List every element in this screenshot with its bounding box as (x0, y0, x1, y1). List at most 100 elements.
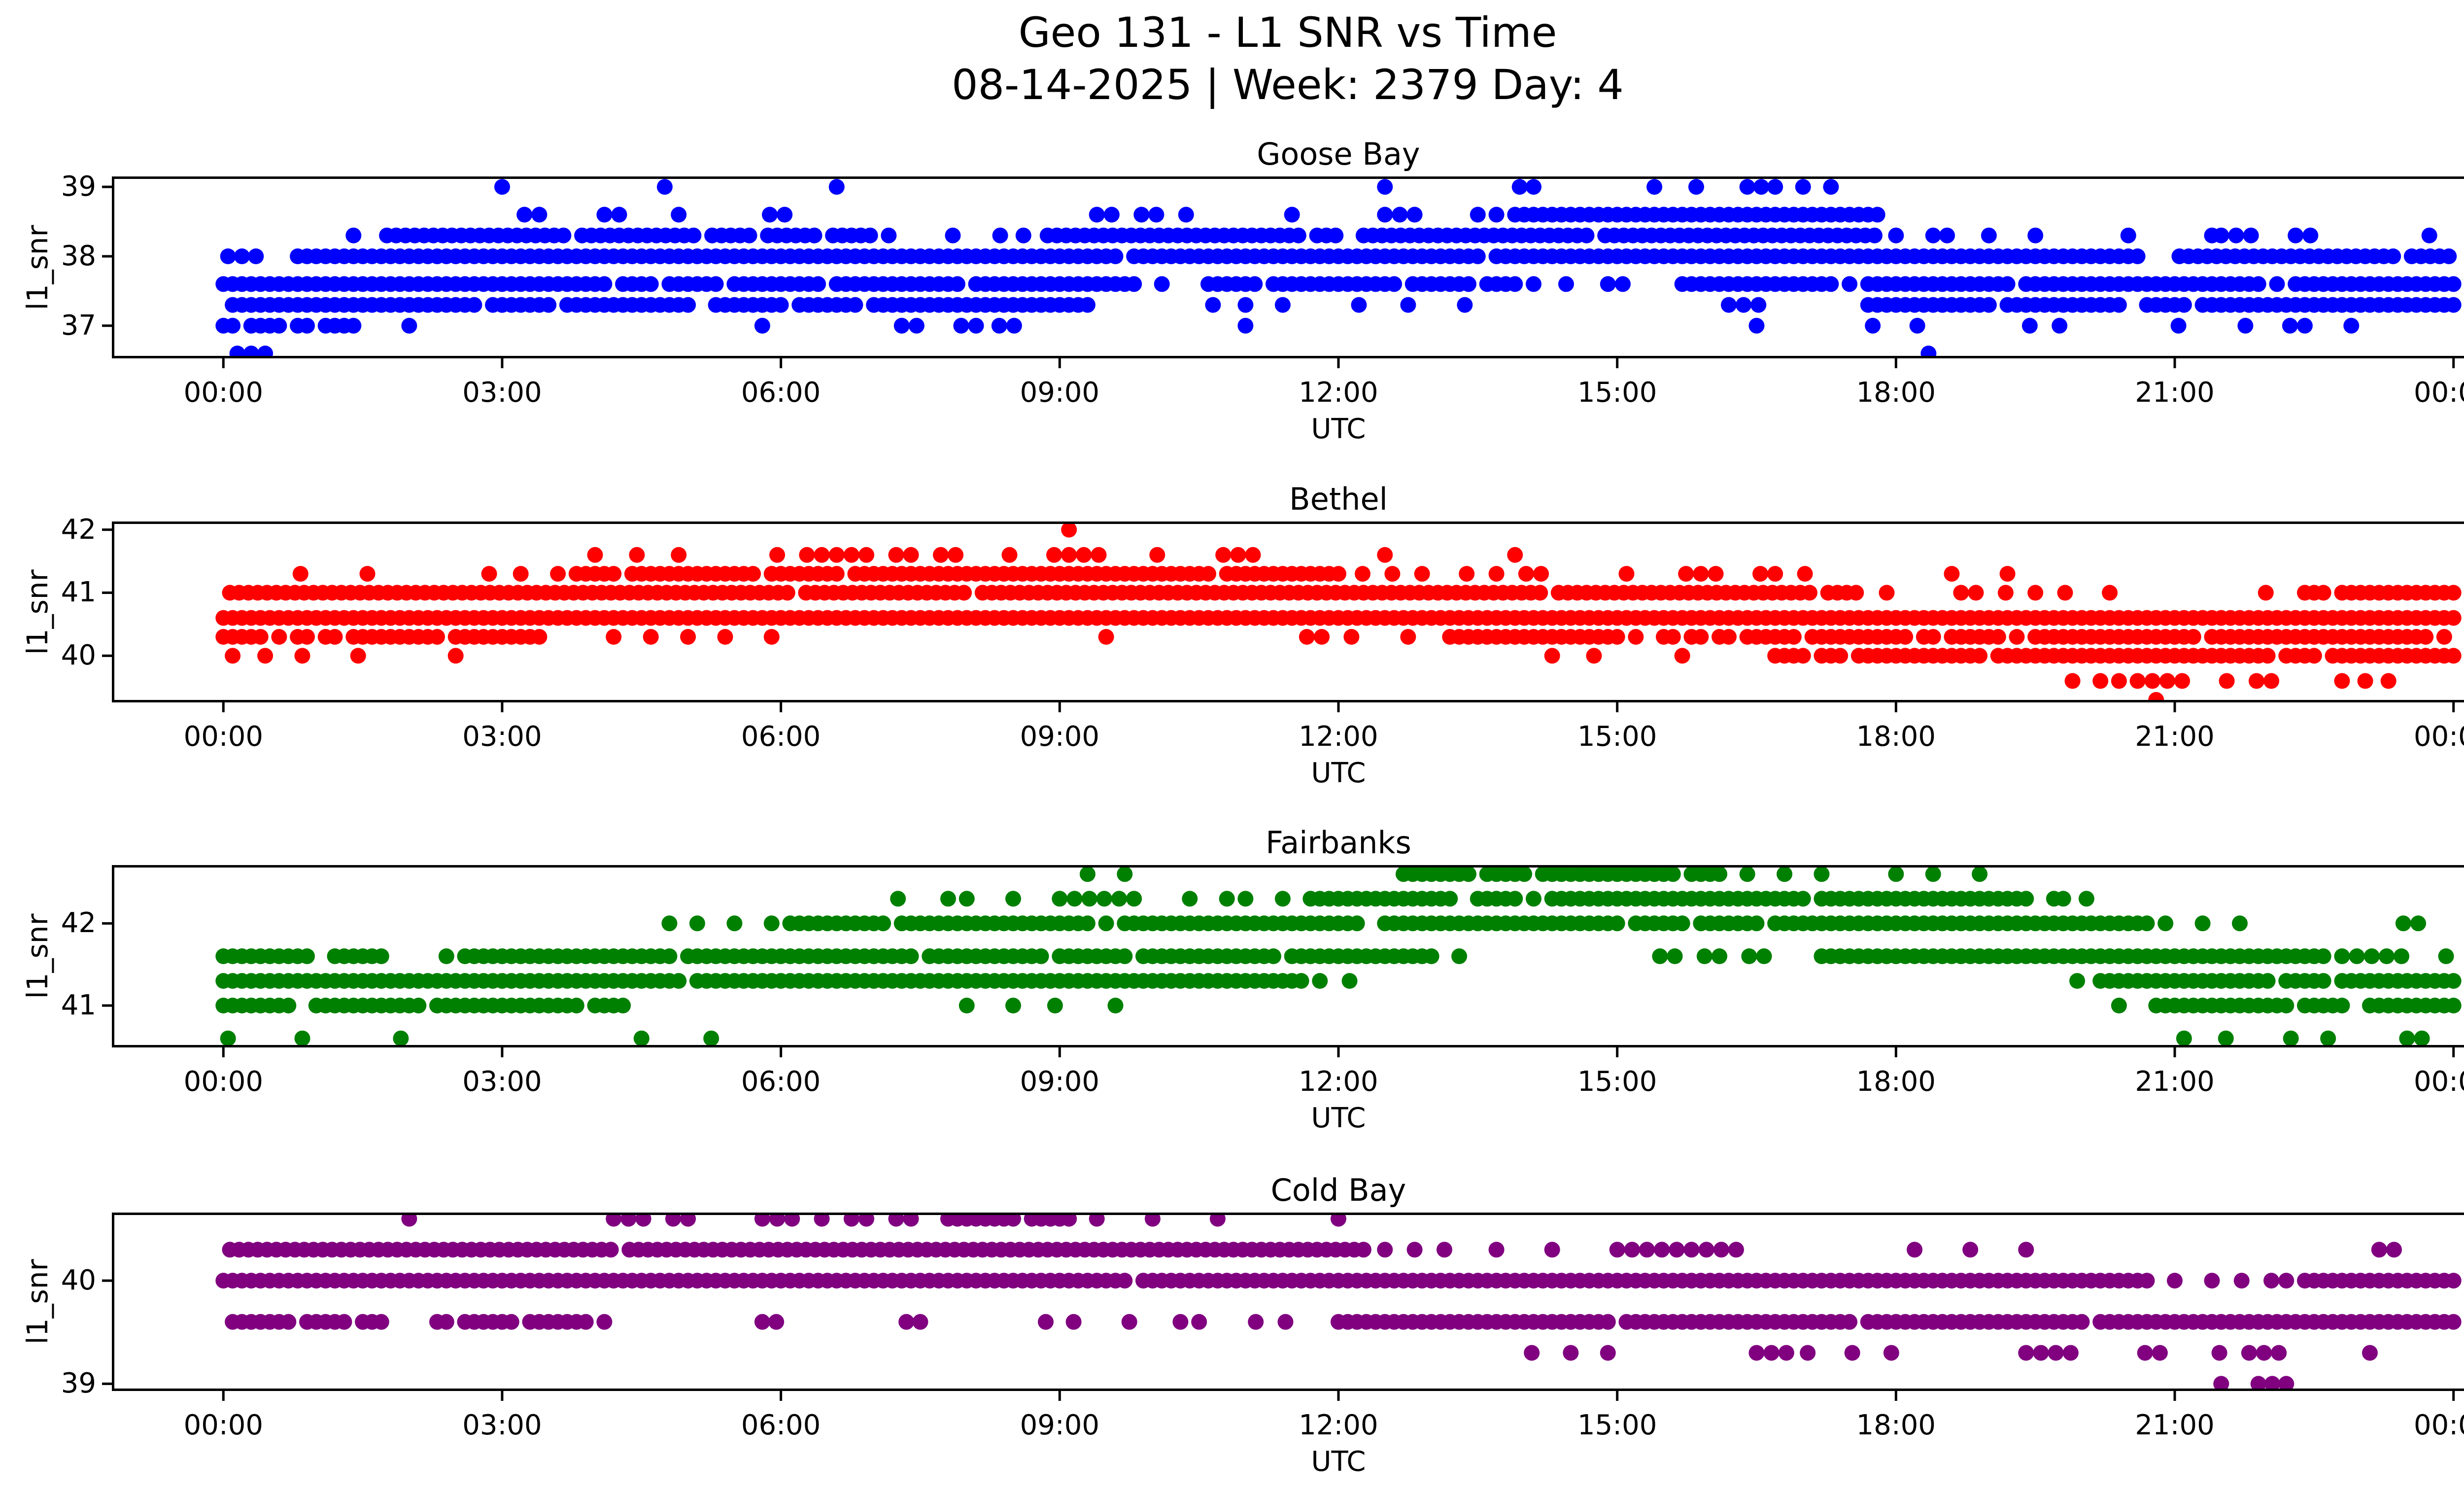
x-tick-label: 06:00 (741, 377, 821, 409)
x-tick-marks (222, 1047, 2455, 1057)
x-tick-label: 03:00 (462, 721, 542, 753)
x-tick-label: 18:00 (1856, 1409, 1936, 1441)
snr-band-41 (222, 585, 2462, 601)
x-tick-label: 06:00 (741, 721, 821, 753)
y-tick-marks (102, 528, 112, 657)
x-tick-label: 09:00 (1020, 1066, 1099, 1098)
snr-band-41 (215, 998, 2462, 1013)
snr-band-42 (661, 915, 2427, 932)
snr-band-40.6 (401, 1213, 1346, 1227)
x-axis-label: UTC (1311, 1446, 1366, 1478)
x-tick-label: 15:00 (1577, 377, 1657, 409)
y-tick-marks (102, 185, 112, 327)
y-tick-label: 37 (61, 309, 96, 342)
snr-band-40 (225, 648, 2462, 664)
axes-spines (112, 865, 2464, 1047)
x-tick-label: 03:00 (462, 1066, 542, 1098)
x-tick-label: 12:00 (1299, 377, 1378, 409)
y-tick-label: 42 (61, 907, 96, 939)
snr-band-42.3 (890, 891, 2094, 907)
y-tick-marks (102, 1279, 112, 1385)
snr-band-39.6 (225, 1314, 2462, 1330)
figure-subtitle: 08-14-2025 | Week: 2379 Day: 4 (952, 61, 1624, 109)
y-tick-label: 41 (61, 576, 96, 609)
plot-area-cold-bay (102, 1213, 2464, 1401)
x-tick-label: 15:00 (1577, 721, 1657, 753)
x-tick-label: 18:00 (1856, 377, 1936, 409)
snr-band-37 (215, 317, 2360, 334)
plot-area-goose-bay (102, 176, 2464, 368)
subplot-title-bethel: Bethel (1289, 481, 1388, 517)
x-tick-label: 00:00 (2414, 721, 2464, 753)
snr-band-38.6 (516, 207, 1885, 223)
x-axis-label: UTC (1311, 757, 1366, 789)
snr-band-40.6 (220, 1030, 2430, 1046)
plot-area-fairbanks (102, 865, 2464, 1057)
x-axis-label: UTC (1311, 413, 1366, 445)
x-tick-label: 09:00 (1020, 721, 1099, 753)
x-tick-marks (222, 1391, 2455, 1401)
x-tick-marks (222, 702, 2455, 712)
snr-band-38.3 (345, 227, 2437, 243)
subplot-title-cold-bay: Cold Bay (1270, 1172, 1406, 1208)
subplot-title-fairbanks: Fairbanks (1266, 825, 1411, 861)
scatter-points (215, 866, 2462, 1046)
subplot-title-goose-bay: Goose Bay (1257, 136, 1420, 172)
plot-area-bethel (102, 522, 2464, 712)
y-tick-label: 42 (61, 513, 96, 546)
x-tick-label: 21:00 (2135, 1409, 2215, 1441)
x-tick-label: 12:00 (1299, 1409, 1378, 1441)
snr-band-38 (220, 248, 2457, 264)
x-tick-label: 03:00 (462, 1409, 542, 1441)
snr-band-41.3 (215, 973, 2462, 989)
snr-band-39 (494, 179, 1839, 195)
x-tick-label: 18:00 (1856, 721, 1936, 753)
x-tick-label: 03:00 (462, 377, 542, 409)
y-tick-label: 40 (61, 1264, 96, 1297)
snr-band-42.6 (1079, 866, 1988, 882)
snr-band-37.6 (215, 276, 2462, 292)
y-tick-label: 39 (61, 171, 96, 203)
x-tick-label: 12:00 (1299, 721, 1378, 753)
snr-band-36.6 (229, 346, 1937, 358)
scatter-points (215, 179, 2462, 358)
snr-band-40 (215, 1273, 2462, 1289)
y-tick-label: 41 (61, 989, 96, 1021)
x-tick-label: 09:00 (1020, 377, 1099, 409)
x-axis-label: UTC (1311, 1102, 1366, 1134)
scatter-points (215, 1213, 2462, 1391)
x-tick-label: 21:00 (2135, 377, 2215, 409)
x-tick-label: 00:00 (183, 721, 263, 753)
x-tick-label: 15:00 (1577, 1409, 1657, 1441)
x-tick-label: 00:00 (2414, 1066, 2464, 1098)
snr-band-42 (1061, 522, 1077, 538)
snr-band-39.3 (2148, 692, 2164, 702)
snr-band-37.3 (225, 297, 2462, 313)
snr-band-40.6 (215, 610, 2462, 626)
x-tick-label: 15:00 (1577, 1066, 1657, 1098)
snr-band-39 (2213, 1376, 2294, 1391)
x-tick-label: 18:00 (1856, 1066, 1936, 1098)
snr-band-41.6 (587, 547, 1523, 563)
x-tick-label: 06:00 (741, 1409, 821, 1441)
snr-band-39.3 (1524, 1345, 2378, 1361)
snr-band-41.3 (292, 566, 2016, 582)
x-tick-label: 00:00 (183, 1066, 263, 1098)
x-tick-label: 21:00 (2135, 1066, 2215, 1098)
snr-band-41.6 (215, 948, 2454, 964)
snr-band-40.3 (215, 629, 2452, 645)
y-tick-label: 38 (61, 240, 96, 272)
axes-spines (112, 522, 2464, 702)
axes-spines (112, 176, 2464, 358)
snr-band-40.3 (222, 1242, 2402, 1258)
x-tick-label: 12:00 (1299, 1066, 1378, 1098)
x-tick-label: 06:00 (741, 1066, 821, 1098)
y-tick-label: 39 (61, 1367, 96, 1400)
x-tick-label: 00:00 (2414, 1409, 2464, 1441)
figure-title: Geo 131 - L1 SNR vs Time (1018, 8, 1557, 57)
x-tick-label: 21:00 (2135, 721, 2215, 753)
x-tick-label: 00:00 (2414, 377, 2464, 409)
x-tick-label: 09:00 (1020, 1409, 1099, 1441)
y-tick-marks (102, 922, 112, 1007)
